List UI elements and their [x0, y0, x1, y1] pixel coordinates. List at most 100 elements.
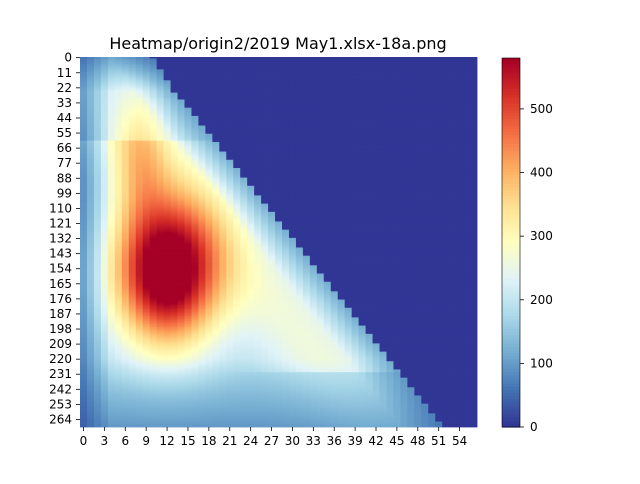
heatmap-cell [407, 59, 415, 62]
heatmap-cell [198, 85, 206, 88]
heatmap-cell [184, 73, 192, 76]
heatmap-cell [226, 78, 234, 81]
heatmap-cell [205, 100, 213, 103]
heatmap-cell [302, 59, 311, 62]
heatmap-cell [177, 81, 185, 84]
heatmap-cell [295, 83, 304, 85]
heatmap-cell [400, 63, 408, 66]
heatmap-cell [198, 89, 206, 92]
heatmap-cell [442, 117, 450, 120]
heatmap-cell [351, 117, 359, 120]
heatmap-cell [219, 74, 227, 77]
heatmap-cell [351, 69, 359, 72]
heatmap-cell [121, 58, 130, 61]
heatmap-cell [393, 103, 401, 106]
heatmap-cell [449, 122, 457, 125]
heatmap-cell [456, 92, 464, 95]
heatmap-cell [288, 74, 297, 77]
heatmap-cell [205, 92, 213, 95]
heatmap-cell [288, 113, 297, 115]
heatmap-cell [163, 91, 171, 94]
heatmap-cell [191, 117, 199, 120]
heatmap-cell [170, 115, 178, 118]
heatmap-cell [316, 132, 325, 135]
heatmap-cell [393, 69, 401, 72]
heatmap-cell [191, 129, 199, 132]
heatmap-cell [470, 83, 478, 85]
heatmap-cell [149, 91, 158, 94]
heatmap-cell [156, 113, 164, 115]
heatmap-cell [163, 125, 171, 128]
heatmap-cell [358, 94, 366, 96]
heatmap-cell [337, 131, 346, 133]
heatmap-cell [393, 67, 401, 70]
heatmap-cell [309, 69, 318, 72]
heatmap-cell [107, 89, 116, 92]
heatmap-cell [268, 98, 276, 100]
heatmap-cell [268, 114, 276, 117]
heatmap-cell [156, 110, 164, 113]
heatmap-cell [407, 110, 415, 113]
heatmap-cell [135, 99, 144, 102]
heatmap-cell [86, 65, 95, 67]
heatmap-cell [470, 67, 478, 70]
heatmap-cell [121, 91, 130, 94]
heatmap-cell [358, 106, 366, 109]
heatmap-cell [421, 92, 429, 95]
heatmap-cell [121, 63, 130, 66]
heatmap-cell [281, 136, 290, 139]
heatmap-cell [435, 118, 443, 121]
heatmap-cell [358, 85, 366, 88]
heatmap-cell [233, 136, 241, 139]
heatmap-cell [142, 99, 151, 102]
heatmap-cell [205, 126, 213, 129]
heatmap-cell [128, 107, 137, 110]
heatmap-cell [261, 136, 269, 139]
heatmap-cell [281, 73, 290, 76]
heatmap-cell [107, 100, 116, 103]
heatmap-cell [295, 133, 304, 136]
heatmap-cell [128, 103, 137, 106]
heatmap-cell [358, 65, 366, 67]
heatmap-cell [163, 70, 171, 73]
heatmap-cell [198, 98, 206, 100]
heatmap-cell [121, 92, 130, 95]
heatmap-cell [247, 96, 255, 99]
heatmap-cell [135, 80, 144, 83]
heatmap-cell [240, 94, 248, 96]
heatmap-cell [268, 110, 276, 113]
heatmap-cell [428, 118, 436, 121]
heatmap-cell [212, 135, 220, 137]
heatmap-cell [93, 113, 102, 115]
heatmap-cell [281, 124, 290, 126]
heatmap-cell [407, 94, 415, 96]
heatmap-cell [386, 103, 394, 106]
heatmap-cell [226, 70, 234, 73]
heatmap-cell [247, 66, 255, 69]
heatmap-cell [400, 67, 408, 70]
heatmap-cell [100, 69, 109, 72]
heatmap-cell [316, 114, 325, 117]
heatmap-cell [177, 98, 185, 100]
heatmap-cell [261, 92, 269, 95]
heatmap-cell [261, 83, 269, 85]
heatmap-cell [435, 106, 443, 109]
heatmap-cell [247, 98, 255, 100]
heatmap-cell [149, 61, 158, 63]
heatmap-cell [86, 109, 95, 111]
heatmap-cell [400, 59, 408, 62]
heatmap-cell [351, 98, 359, 100]
heatmap-cell [386, 100, 394, 103]
heatmap-cell [302, 84, 311, 87]
heatmap-cell [268, 63, 276, 66]
heatmap-cell [393, 96, 401, 99]
heatmap-cell [442, 84, 450, 87]
heatmap-cell [470, 120, 478, 122]
heatmap-cell [379, 136, 387, 139]
heatmap-cell [212, 59, 220, 62]
heatmap-cell [358, 70, 366, 73]
heatmap-cell [323, 96, 332, 99]
heatmap-cell [163, 67, 171, 70]
heatmap-cell [226, 85, 234, 88]
heatmap-cell [288, 94, 297, 96]
